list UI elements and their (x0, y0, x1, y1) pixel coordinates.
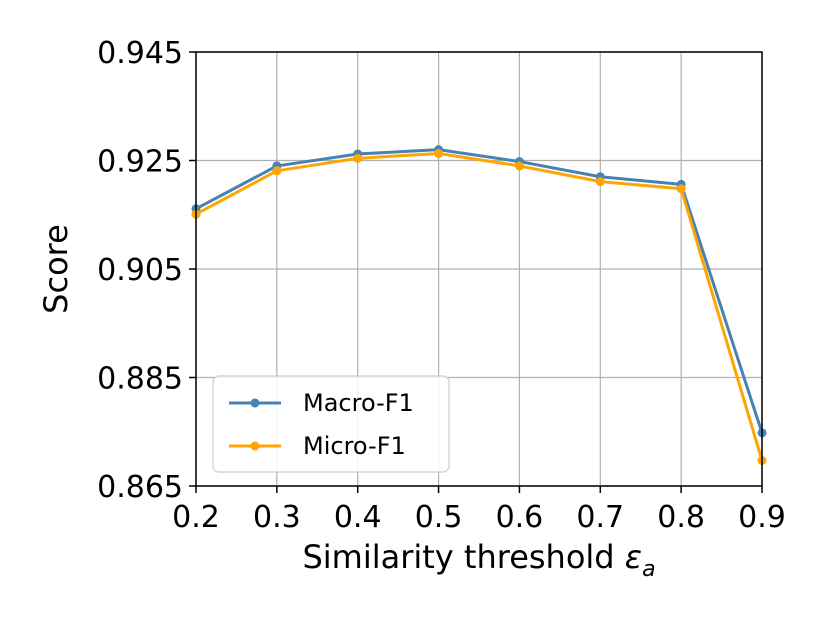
y-tick-label: 0.885 (97, 362, 183, 397)
data-point (676, 184, 686, 194)
legend-items: Macro-F1 Micro-F1 (229, 389, 414, 460)
legend-marker (250, 441, 260, 451)
legend-label: Micro-F1 (303, 432, 406, 460)
x-tick-label: 0.8 (657, 500, 705, 535)
y-tick-label: 0.925 (97, 145, 183, 180)
y-tick-label: 0.865 (97, 470, 183, 505)
y-axis-label: Score (37, 224, 75, 314)
y-tick-label: 0.945 (97, 36, 183, 71)
legend-label: Macro-F1 (303, 389, 414, 417)
x-tick-label: 0.2 (172, 500, 220, 535)
legend-marker (250, 398, 260, 408)
data-point (595, 177, 605, 187)
x-axis-label-subscript: a (642, 557, 655, 582)
data-point (272, 166, 282, 176)
x-tick-label: 0.4 (334, 500, 382, 535)
y-axis-ticks: 0.865 0.885 0.905 0.925 0.945 (97, 36, 196, 505)
x-axis-label: Similarity threshold εa (302, 538, 655, 582)
series-line-micro-f1 (195, 151, 764, 461)
x-axis-ticks: 0.2 0.3 0.4 0.5 0.6 0.7 0.8 0.9 (172, 486, 786, 535)
y-tick-label: 0.905 (97, 253, 183, 288)
legend-box (212, 375, 450, 473)
data-point (514, 161, 524, 171)
x-tick-label: 0.3 (253, 500, 301, 535)
series-line-macro-f1 (195, 148, 764, 434)
data-point (434, 148, 444, 158)
x-tick-label: 0.5 (415, 500, 463, 535)
x-tick-label: 0.9 (738, 500, 786, 535)
x-tick-label: 0.7 (576, 500, 624, 535)
x-tick-label: 0.6 (496, 500, 544, 535)
x-axis-label-text: Similarity threshold (302, 538, 614, 576)
legend: Macro-F1 Micro-F1 (212, 375, 450, 473)
data-point (353, 153, 363, 163)
series-layer (191, 145, 767, 466)
x-axis-label-symbol: ε (625, 538, 642, 576)
